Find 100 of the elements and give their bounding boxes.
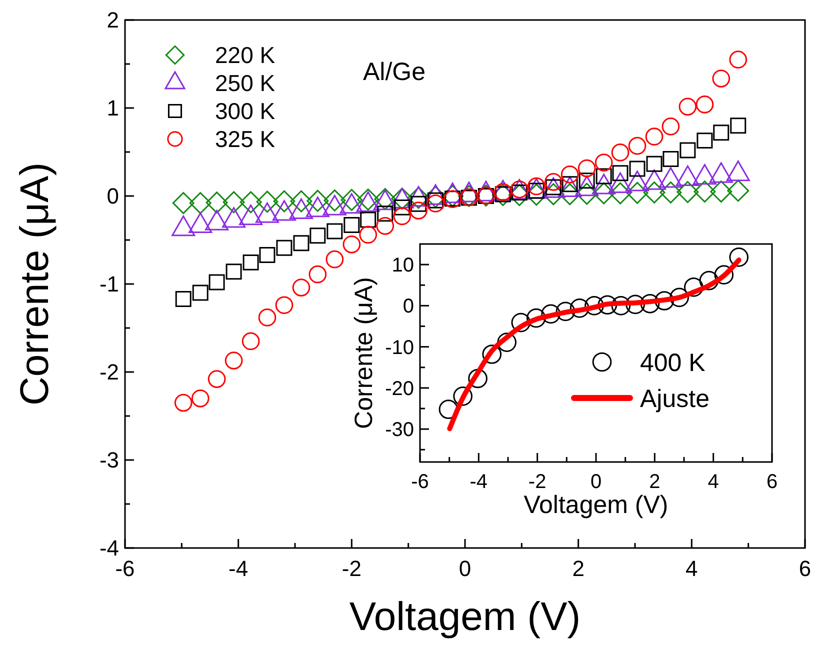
point <box>526 308 546 328</box>
legend-label: 325 K <box>215 126 276 152</box>
annotation: Al/Ge <box>363 58 426 86</box>
x-tick-label: 0 <box>458 556 472 581</box>
point <box>541 304 560 324</box>
point <box>699 270 719 290</box>
legend-label: 300 K <box>215 98 276 124</box>
y-tick-label: 0 <box>402 296 414 318</box>
x-tick-label: -6 <box>411 471 429 493</box>
point <box>292 278 310 296</box>
point <box>556 302 576 322</box>
point <box>344 217 360 234</box>
y-tick-label: -1 <box>99 272 119 297</box>
point <box>643 181 666 204</box>
point <box>729 50 748 69</box>
legend-label: 250 K <box>215 70 276 96</box>
point <box>511 312 531 332</box>
point <box>189 192 212 214</box>
point <box>662 118 680 136</box>
point <box>340 188 363 211</box>
y-tick-label: 10 <box>392 254 414 277</box>
point <box>729 248 749 267</box>
y-axis-title: Corrente (μA) <box>350 277 378 429</box>
legend-label: 400 K <box>640 348 706 377</box>
point <box>611 296 631 316</box>
y-tick-label: -2 <box>99 360 119 385</box>
y-tick-label: 2 <box>106 8 119 33</box>
point <box>646 156 662 172</box>
point <box>598 295 618 315</box>
point <box>482 344 502 364</box>
point <box>208 274 225 290</box>
point <box>342 235 361 254</box>
point <box>654 291 674 310</box>
point <box>645 128 664 146</box>
x-tick-label: 0 <box>590 471 602 493</box>
point <box>377 206 394 222</box>
x-axis-title: Voltagem (V) <box>349 595 581 639</box>
point <box>308 265 327 284</box>
point <box>240 191 262 214</box>
point <box>670 288 689 308</box>
point <box>710 180 732 203</box>
point <box>324 189 346 212</box>
point <box>453 386 472 406</box>
point <box>224 352 243 370</box>
x-tick-label: 4 <box>686 556 698 581</box>
point <box>629 160 646 177</box>
point <box>410 202 428 220</box>
point <box>676 181 699 204</box>
x-axis-title: Voltagem (V) <box>524 491 668 519</box>
point <box>393 207 412 226</box>
point <box>662 151 679 168</box>
point <box>174 394 192 412</box>
point <box>376 217 394 235</box>
point <box>696 132 713 149</box>
point <box>497 332 516 352</box>
point <box>326 250 344 268</box>
point <box>612 165 628 182</box>
point <box>293 235 310 252</box>
point <box>696 96 714 114</box>
point <box>360 212 376 228</box>
x-tick-label: -4 <box>470 471 488 493</box>
point <box>626 294 645 314</box>
point <box>273 190 296 212</box>
y-tick-label: -20 <box>385 378 414 400</box>
point <box>694 180 716 203</box>
x-tick-label: 6 <box>798 556 812 581</box>
point <box>712 70 730 88</box>
point <box>310 228 326 244</box>
y-tick-label: 1 <box>106 96 119 121</box>
point <box>242 332 260 350</box>
point <box>594 154 613 172</box>
y-tick-label: -3 <box>99 448 119 473</box>
point <box>730 118 746 134</box>
point <box>576 182 598 205</box>
point <box>192 284 208 301</box>
point <box>359 226 378 244</box>
point <box>259 246 276 263</box>
point <box>468 368 488 388</box>
y-axis-title: Corrente (μA) <box>13 162 57 406</box>
point <box>256 190 278 213</box>
point <box>208 370 226 388</box>
point <box>684 278 704 297</box>
point <box>609 182 632 204</box>
point <box>680 142 696 158</box>
point <box>727 180 750 202</box>
point <box>290 190 312 212</box>
x-tick-label: 2 <box>572 556 584 581</box>
point <box>611 144 630 162</box>
point <box>640 294 660 314</box>
y-tick-label: -30 <box>385 419 414 442</box>
point <box>258 308 276 326</box>
point <box>592 182 615 204</box>
point <box>626 182 648 204</box>
point <box>275 296 294 314</box>
point <box>326 223 343 240</box>
point <box>714 265 734 284</box>
point <box>525 184 548 206</box>
point <box>558 183 581 206</box>
point <box>172 192 194 214</box>
legend-label: 220 K <box>215 42 276 68</box>
